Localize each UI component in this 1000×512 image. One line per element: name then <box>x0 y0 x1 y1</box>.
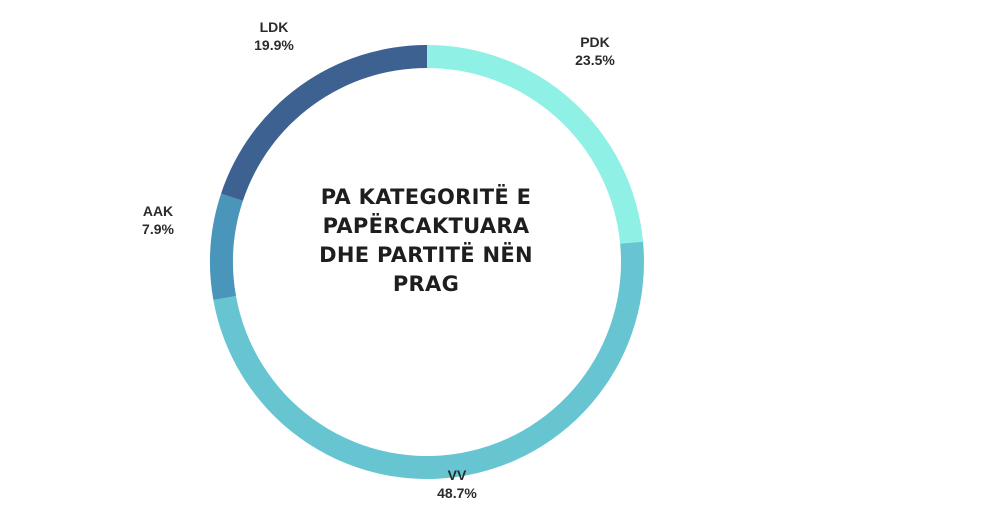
slice-name: PDK <box>580 34 610 50</box>
slice-label-ldk: LDK 19.9% <box>234 18 314 54</box>
slice-name: AAK <box>142 203 174 219</box>
donut-slice-aak <box>210 193 243 300</box>
center-title-line: PRAG <box>392 272 460 296</box>
slice-name: VV <box>447 467 467 483</box>
slice-value: 23.5% <box>575 52 615 68</box>
center-title-line: PA KATEGORITË E <box>320 185 532 209</box>
slice-value: 7.9% <box>142 221 174 237</box>
slice-name: LDK <box>259 19 289 35</box>
center-title-line: PAPËRCAKTUARA <box>322 214 530 238</box>
chart-center-title: PA KATEGORITË E PAPËRCAKTUARA DHE PARTIT… <box>276 176 576 306</box>
slice-label-aak: AAK 7.9% <box>118 202 198 238</box>
donut-slice-ldk <box>221 45 427 201</box>
donut-slice-pdk <box>427 45 644 244</box>
center-title-line: DHE PARTITË NËN <box>319 243 533 267</box>
slice-label-vv: VV 48.7% <box>417 466 497 502</box>
slice-value: 48.7% <box>437 485 477 501</box>
slice-label-pdk: PDK 23.5% <box>555 33 635 69</box>
slice-value: 19.9% <box>254 37 294 53</box>
